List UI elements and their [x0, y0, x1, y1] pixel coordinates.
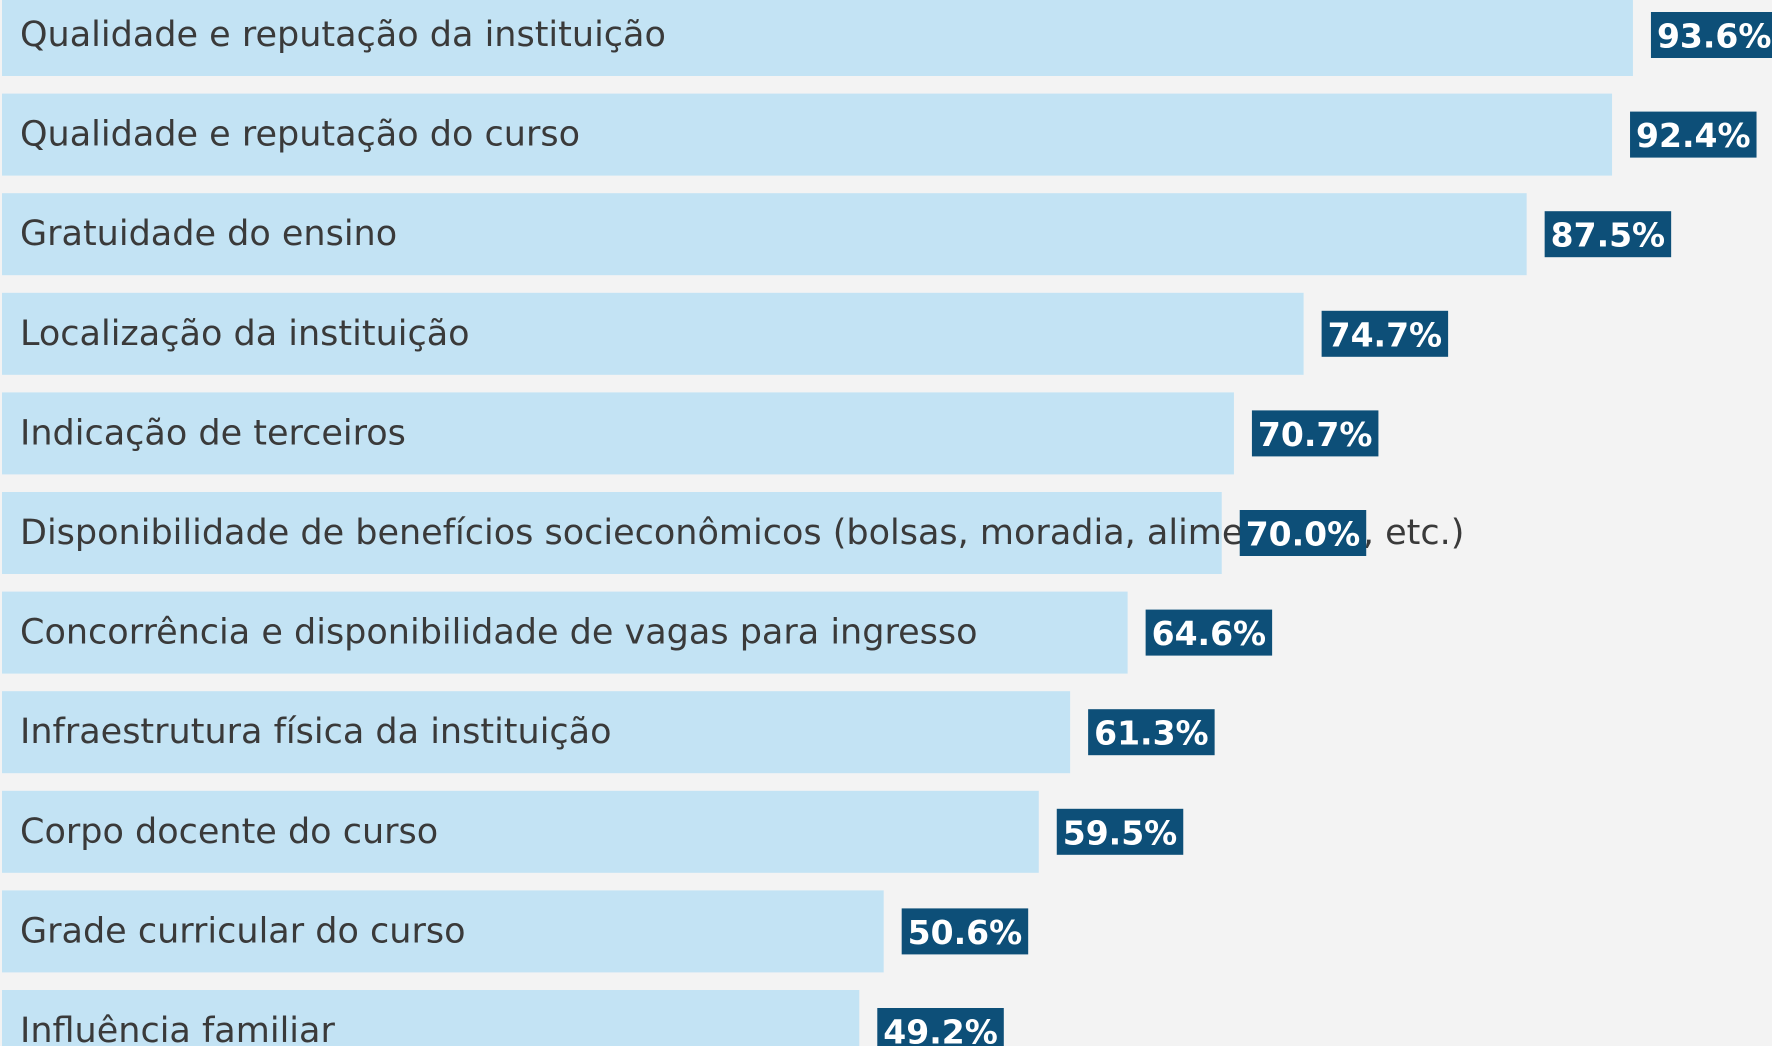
- category-label: Qualidade e reputação do curso: [20, 115, 580, 155]
- bar: [2, 492, 1222, 574]
- value-label: 50.6%: [908, 913, 1023, 952]
- value-label-box: [1544, 211, 1672, 258]
- value-label-box: [1145, 609, 1273, 656]
- value-label: 70.0%: [1246, 515, 1361, 554]
- bar: [2, 990, 860, 1046]
- bar: [2, 193, 1527, 276]
- value-label-box: [877, 1008, 1004, 1046]
- value-label-box: [901, 908, 1029, 955]
- category-label: Localização da instituição: [20, 314, 470, 354]
- value-label: 93.6%: [1657, 17, 1772, 56]
- value-label-box: [1056, 808, 1184, 855]
- value-label-box: [1251, 410, 1379, 457]
- value-label: 74.7%: [1328, 315, 1443, 354]
- category-label: Grade curricular do curso: [20, 911, 465, 951]
- value-label-box: [1088, 709, 1215, 756]
- category-label: Qualidade e reputação da instituição: [20, 15, 666, 55]
- category-label: Infraestrutura física da instituição: [20, 712, 612, 752]
- bar: [2, 890, 884, 973]
- category-label: Concorrência e disponibilidade de vagas …: [20, 613, 978, 653]
- bar: [2, 292, 1304, 375]
- value-label: 61.3%: [1094, 714, 1209, 753]
- bar: [2, 790, 1039, 873]
- bar: [2, 691, 1071, 774]
- value-label-box: [1239, 510, 1367, 556]
- category-label: Corpo docente do curso: [20, 812, 438, 852]
- value-label: 87.5%: [1551, 216, 1666, 255]
- value-label: 64.6%: [1152, 614, 1267, 653]
- bar: [2, 93, 1613, 176]
- category-label: Gratuidade do ensino: [20, 214, 397, 254]
- value-label: 59.5%: [1063, 813, 1178, 852]
- value-label: 49.2%: [883, 1013, 998, 1046]
- bar: [2, 0, 1633, 76]
- value-label-box: [1630, 111, 1757, 158]
- bar: [2, 392, 1234, 475]
- category-label: Disponibilidade de benefícios socieconôm…: [20, 513, 1464, 553]
- bar: [2, 591, 1128, 674]
- value-label-box: [1650, 12, 1772, 58]
- category-label: Indicação de terceiros: [20, 413, 406, 453]
- value-label: 92.4%: [1636, 116, 1751, 155]
- value-label-box: [1321, 310, 1449, 357]
- category-label: Influência familiar: [20, 1011, 335, 1046]
- value-label: 70.7%: [1258, 415, 1373, 454]
